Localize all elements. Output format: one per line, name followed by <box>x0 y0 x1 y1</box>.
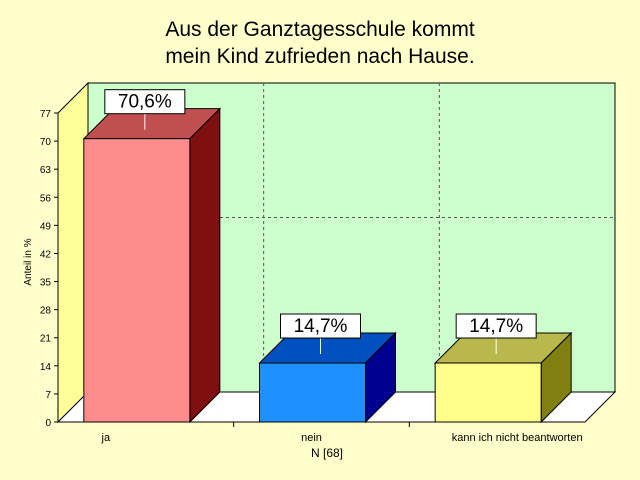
bar <box>82 107 222 424</box>
data-label-box <box>104 89 186 115</box>
bar <box>433 331 573 424</box>
data-label: 14,7% <box>469 316 523 337</box>
y-tick-label: 77 <box>40 109 52 120</box>
chart-grid <box>88 83 615 392</box>
chart-title: Aus der Ganztagesschule kommt mein Kind … <box>0 16 640 70</box>
category-label: kann ich nicht beantworten <box>452 432 583 444</box>
data-label: 70,6% <box>118 92 172 113</box>
category-label: nein <box>301 432 322 444</box>
y-tick-label: 28 <box>40 306 52 317</box>
bar-front <box>434 362 542 423</box>
y-tick-label: 7 <box>45 390 51 401</box>
bar-side <box>189 107 221 424</box>
y-tick-label: 21 <box>40 334 52 345</box>
y-tick-label: 63 <box>40 165 52 176</box>
chart-title-line-1: Aus der Ganztagesschule kommt <box>165 18 475 41</box>
x-axis-label: N [68] <box>311 446 343 460</box>
chart-labels: 70,6% ja 14,7% nein 14,7% kann ich nicht bean… <box>101 89 583 444</box>
y-tick-label: 0 <box>45 418 51 429</box>
chart-bars <box>82 107 573 424</box>
y-tick-label: 14 <box>40 362 52 373</box>
data-label-box <box>280 313 361 339</box>
y-tick-label: 49 <box>40 221 52 232</box>
y-axis-label: Anteil in % <box>23 238 34 285</box>
category-label: ja <box>101 432 111 444</box>
y-tick-label: 42 <box>40 249 52 260</box>
bar <box>258 331 397 424</box>
y-tick-label: 35 <box>40 278 52 289</box>
bar-front <box>259 362 366 423</box>
chart-title-line-2: mein Kind zufrieden nach Hause. <box>165 45 475 68</box>
data-label: 14,7% <box>294 316 348 337</box>
y-tick-label: 56 <box>40 193 52 204</box>
data-label-box <box>455 313 537 339</box>
y-tick-label: 70 <box>40 137 52 148</box>
bar-front <box>83 138 191 423</box>
